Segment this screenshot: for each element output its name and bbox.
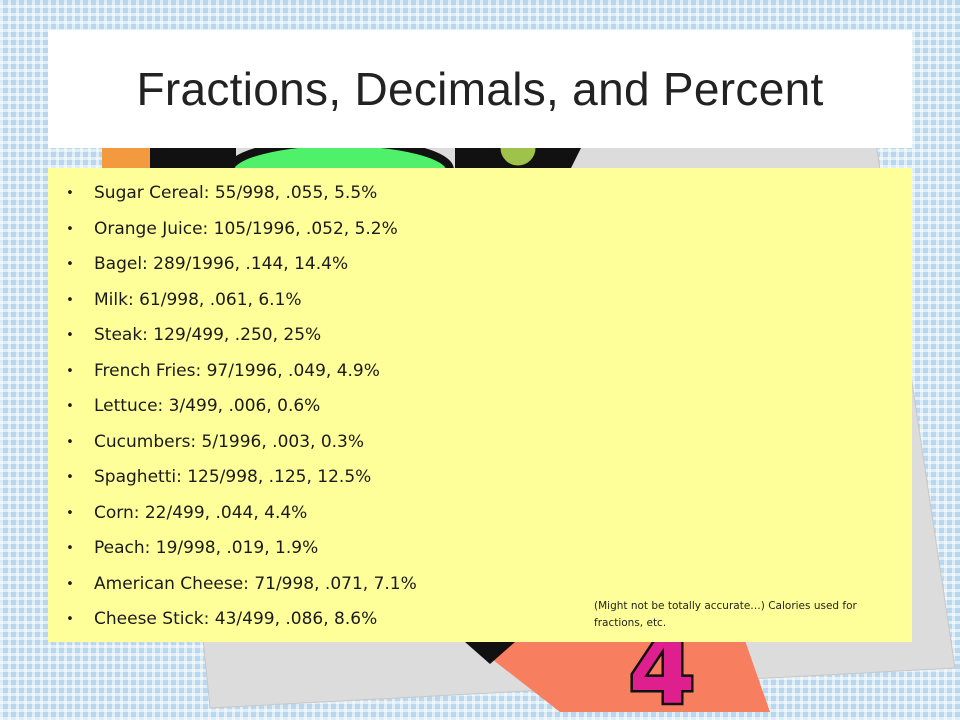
- list-item-lettuce: • Lettuce: 3/499, .006, 0.6%: [62, 389, 582, 425]
- slide-title: Fractions, Decimals, and Percent: [136, 63, 824, 115]
- list-item-text: Milk: 61/998, .061, 6.1%: [94, 289, 302, 310]
- list-item-text: Steak: 129/499, .250, 25%: [94, 325, 322, 345]
- list-item-text: Cucumbers: 5/1996, .003, 0.3%: [94, 431, 365, 452]
- bullet-list: • Sugar Cereal: 55/998, .055, 5.5% • Orang…: [62, 176, 582, 638]
- list-item-peach: • Peach: 19/998, .019, 1.9%: [62, 531, 582, 567]
- list-item-text: Bagel: 289/1996, .144, 14.4%: [94, 254, 349, 274]
- bullet-icon: •: [66, 470, 74, 485]
- list-item-cucumbers: • Cucumbers: 5/1996, .003, 0.3%: [62, 425, 582, 461]
- list-item-text: Peach: 19/998, .019, 1.9%: [94, 538, 319, 558]
- list-item-text: French Fries: 97/1996, .049, 4.9%: [94, 360, 380, 381]
- list-item-text: Corn: 22/499, .044, 4.4%: [94, 502, 308, 523]
- list-item-american-cheese: • American Cheese: 71/998, .071, 7.1%: [62, 567, 582, 603]
- list-item-french-fries: • French Fries: 97/1996, .049, 4.9%: [62, 354, 582, 390]
- list-item-orange-juice: • Orange Juice: 105/1996, .052, 5.2%: [62, 212, 582, 248]
- bullet-icon: •: [66, 505, 74, 521]
- list-item-text: Orange Juice: 105/1996, .052, 5.2%: [94, 218, 398, 239]
- bullet-icon: •: [66, 399, 74, 414]
- list-item-spaghetti: • Spaghetti: 125/998, .125, 12.5%: [62, 460, 582, 496]
- list-item-text: Cheese Stick: 43/499, .086, 8.6%: [94, 609, 378, 629]
- list-item-corn: • Corn: 22/499, .044, 4.4%: [62, 496, 582, 532]
- bullet-icon: •: [66, 576, 74, 592]
- bullet-icon: •: [66, 186, 74, 201]
- content-panel: • Sugar Cereal: 55/998, .055, 5.5% • Orang…: [48, 168, 912, 642]
- list-item-text: Sugar Cereal: 55/998, .055, 5.5%: [94, 183, 378, 203]
- bullet-icon: •: [66, 434, 74, 450]
- bullet-icon: •: [66, 363, 74, 379]
- bullet-icon: •: [66, 328, 74, 343]
- black-wedge: [465, 642, 515, 664]
- bullet-icon: •: [66, 612, 74, 627]
- list-item-cheese-stick: • Cheese Stick: 43/499, .086, 8.6%: [62, 602, 582, 638]
- list-item-bagel: • Bagel: 289/1996, .144, 14.4%: [62, 247, 582, 283]
- footnote: (Might not be totally accurate…) Calorie…: [594, 600, 857, 629]
- list-item-text: Lettuce: 3/499, .006, 0.6%: [94, 396, 321, 416]
- bullet-icon: •: [66, 221, 74, 237]
- list-item-milk: • Milk: 61/998, .061, 6.1%: [62, 283, 582, 319]
- list-item-steak: • Steak: 129/499, .250, 25%: [62, 318, 582, 354]
- list-item-text: Spaghetti: 125/998, .125, 12.5%: [94, 467, 372, 487]
- bullet-icon: •: [66, 257, 74, 272]
- list-item-sugar-cereal: • Sugar Cereal: 55/998, .055, 5.5%: [62, 176, 582, 212]
- bullet-icon: •: [66, 541, 74, 556]
- title-panel: Fractions, Decimals, and Percent: [48, 30, 912, 148]
- bullet-icon: •: [66, 292, 74, 308]
- list-item-text: American Cheese: 71/998, .071, 7.1%: [94, 573, 417, 594]
